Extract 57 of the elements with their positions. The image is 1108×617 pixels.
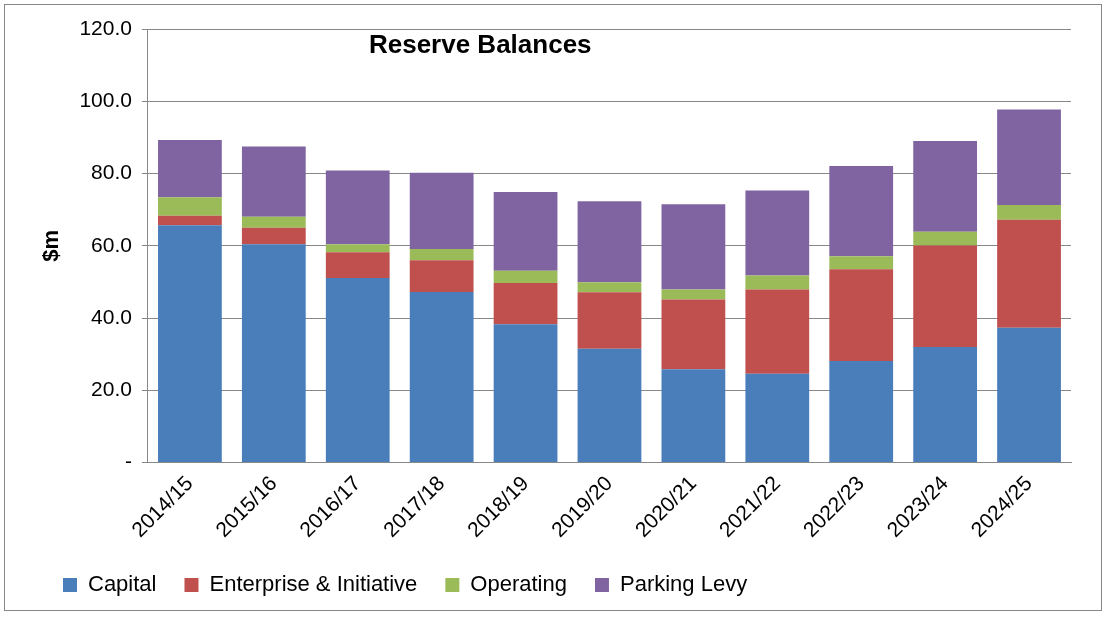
bar bbox=[829, 165, 894, 257]
bar bbox=[997, 109, 1061, 205]
bar bbox=[745, 275, 810, 290]
bar bbox=[493, 324, 558, 463]
bar bbox=[493, 191, 558, 271]
bar bbox=[829, 256, 894, 270]
bar bbox=[577, 292, 642, 349]
bar bbox=[745, 373, 810, 463]
bar bbox=[409, 249, 474, 261]
y-tick-label: 20.0 bbox=[91, 377, 132, 401]
bar bbox=[913, 245, 978, 347]
y-tick-label: 80.0 bbox=[91, 160, 132, 184]
legend-label: Capital bbox=[88, 571, 157, 597]
bar bbox=[829, 360, 894, 463]
bar bbox=[241, 216, 306, 228]
bar bbox=[577, 282, 642, 293]
bar bbox=[158, 139, 222, 198]
bar bbox=[325, 252, 390, 278]
bar bbox=[409, 172, 474, 249]
bar bbox=[325, 244, 390, 253]
bar bbox=[745, 190, 810, 276]
bar bbox=[661, 289, 726, 300]
bar bbox=[661, 299, 726, 370]
y-tick-label: 60.0 bbox=[91, 232, 132, 256]
y-tick-label: 40.0 bbox=[91, 304, 132, 328]
legend-label: Parking Levy bbox=[619, 571, 748, 597]
bar bbox=[997, 327, 1061, 463]
bar bbox=[325, 277, 390, 463]
bar bbox=[913, 140, 978, 232]
bar bbox=[158, 197, 222, 216]
bar bbox=[997, 204, 1061, 220]
bar bbox=[241, 227, 306, 245]
bar bbox=[158, 215, 222, 226]
legend-label: Operating bbox=[470, 571, 567, 597]
bar bbox=[241, 146, 306, 217]
y-axis-title: $m bbox=[38, 229, 64, 262]
y-tick-label: - bbox=[124, 449, 132, 473]
bar bbox=[493, 282, 558, 325]
legend-label: Enterprise & Initiative bbox=[209, 571, 418, 597]
bar bbox=[409, 260, 474, 292]
bar bbox=[829, 269, 894, 361]
bar bbox=[493, 270, 558, 283]
bar bbox=[661, 369, 726, 463]
bar bbox=[745, 289, 810, 374]
bar bbox=[577, 348, 642, 463]
bar bbox=[241, 244, 306, 463]
bar bbox=[577, 201, 642, 283]
bar bbox=[997, 219, 1061, 328]
chart-title: Reserve Balances bbox=[368, 29, 592, 60]
bar bbox=[158, 225, 222, 463]
bar bbox=[325, 170, 390, 245]
bar bbox=[913, 346, 978, 463]
bar bbox=[661, 204, 726, 290]
y-tick-label: 120.0 bbox=[79, 15, 132, 39]
bar bbox=[409, 291, 474, 463]
bar bbox=[913, 231, 978, 246]
y-tick-label: 100.0 bbox=[79, 88, 132, 112]
